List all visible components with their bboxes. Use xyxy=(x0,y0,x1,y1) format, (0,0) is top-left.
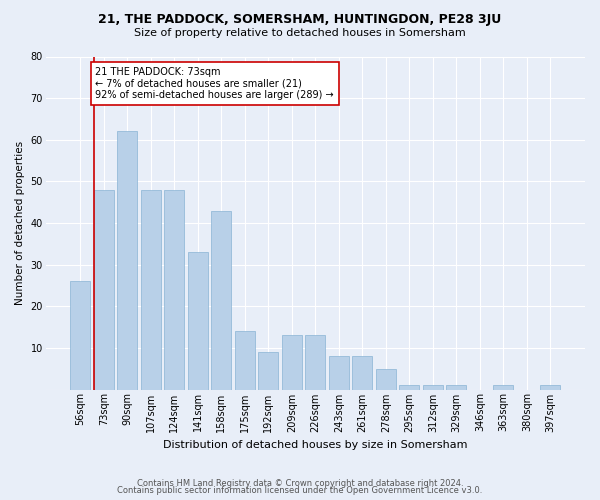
Bar xyxy=(94,190,114,390)
Y-axis label: Number of detached properties: Number of detached properties xyxy=(15,141,25,305)
Bar xyxy=(164,190,184,390)
Text: 21 THE PADDOCK: 73sqm
← 7% of detached houses are smaller (21)
92% of semi-detac: 21 THE PADDOCK: 73sqm ← 7% of detached h… xyxy=(95,67,334,100)
Text: Size of property relative to detached houses in Somersham: Size of property relative to detached ho… xyxy=(134,28,466,38)
Bar xyxy=(376,368,396,390)
Bar xyxy=(400,386,419,390)
Bar xyxy=(446,386,466,390)
Bar xyxy=(70,282,90,390)
Text: Contains HM Land Registry data © Crown copyright and database right 2024.: Contains HM Land Registry data © Crown c… xyxy=(137,478,463,488)
Bar xyxy=(117,132,137,390)
Bar xyxy=(493,386,514,390)
Bar xyxy=(352,356,373,390)
Bar xyxy=(305,336,325,390)
Text: Contains public sector information licensed under the Open Government Licence v3: Contains public sector information licen… xyxy=(118,486,482,495)
Bar xyxy=(259,352,278,390)
Bar xyxy=(423,386,443,390)
Bar xyxy=(235,331,255,390)
Bar xyxy=(188,252,208,390)
Bar xyxy=(282,336,302,390)
Bar xyxy=(141,190,161,390)
Bar xyxy=(541,386,560,390)
Text: 21, THE PADDOCK, SOMERSHAM, HUNTINGDON, PE28 3JU: 21, THE PADDOCK, SOMERSHAM, HUNTINGDON, … xyxy=(98,12,502,26)
X-axis label: Distribution of detached houses by size in Somersham: Distribution of detached houses by size … xyxy=(163,440,467,450)
Bar xyxy=(329,356,349,390)
Bar xyxy=(211,210,231,390)
